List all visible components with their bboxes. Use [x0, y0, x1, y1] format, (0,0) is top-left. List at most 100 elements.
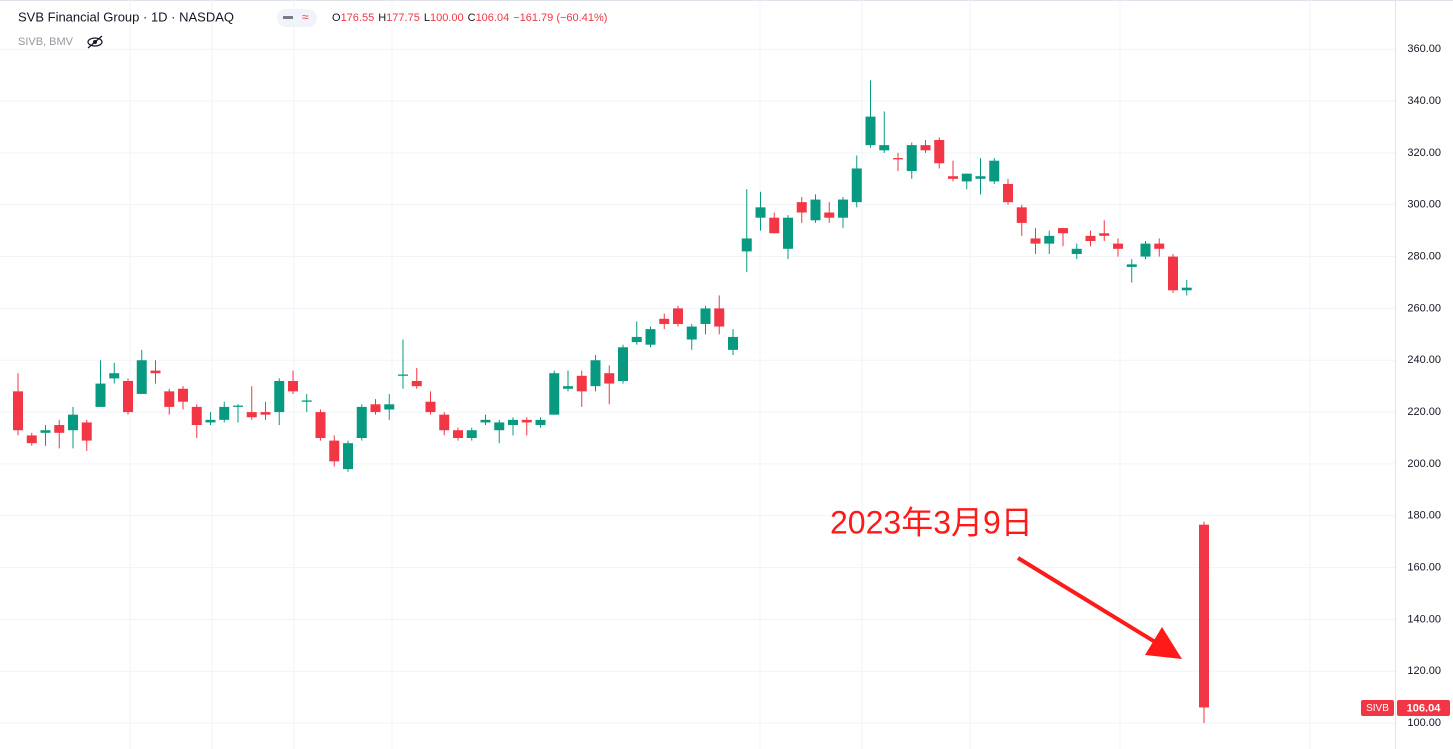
icon: ≈	[302, 10, 309, 24]
candle-body	[838, 199, 848, 218]
y-tick-label: 280.00	[1407, 250, 1441, 262]
candle-body	[95, 383, 106, 407]
candle-body	[741, 238, 752, 252]
candle-body	[961, 173, 972, 182]
candle-body	[755, 207, 766, 218]
candle-body	[714, 308, 725, 327]
hide-icon[interactable]	[87, 35, 103, 49]
candle-body	[906, 145, 917, 172]
candle-body	[150, 370, 161, 374]
candle-body	[246, 412, 257, 418]
candle-body	[68, 414, 78, 431]
candle-body	[1030, 238, 1041, 244]
ohlc-key: L	[424, 12, 430, 24]
candle-body	[1099, 233, 1110, 236]
candle-body	[920, 145, 931, 151]
candle-body	[783, 217, 793, 249]
y-tick-label: 180.00	[1407, 510, 1441, 522]
candle-body	[508, 419, 518, 426]
candle-body	[1085, 235, 1096, 242]
y-tick-label: 200.00	[1407, 458, 1441, 470]
candle-body	[645, 329, 656, 345]
candle-body	[851, 168, 862, 203]
y-tick-label: 100.00	[1407, 717, 1441, 729]
y-tick-label: 240.00	[1407, 354, 1441, 366]
candle-body	[604, 373, 615, 384]
candle-body	[233, 405, 243, 407]
candle-body	[1044, 235, 1055, 244]
indicator-toggle[interactable]	[277, 9, 317, 27]
candle-body	[260, 412, 271, 415]
candle-body	[343, 443, 353, 470]
ohlc-value: 177.75	[386, 12, 420, 24]
subtitle: SIVB, BMV	[18, 36, 74, 48]
candle-body	[425, 401, 436, 413]
candle-body	[934, 139, 945, 164]
candle-body	[769, 217, 780, 234]
y-tick-label: 220.00	[1407, 406, 1441, 418]
candle-body	[824, 212, 835, 218]
tag-price: 106.04	[1407, 702, 1442, 714]
y-tick-label: 140.00	[1407, 613, 1441, 625]
candle-body	[370, 404, 381, 413]
candle-body	[398, 374, 408, 376]
candle-body	[879, 145, 890, 151]
candle-body	[1003, 184, 1013, 203]
candle-body	[549, 373, 560, 415]
title: SVB Financial Group · 1D · NASDAQ	[18, 9, 234, 24]
candle-body	[178, 388, 188, 402]
candle-body	[1113, 243, 1123, 249]
tag-symbol: SIVB	[1366, 703, 1389, 714]
candle-body	[810, 199, 821, 221]
candle-body	[1058, 228, 1068, 234]
candle-body	[411, 380, 422, 387]
candle-body	[1168, 256, 1178, 291]
candle-body	[356, 406, 367, 438]
candle-body	[975, 176, 986, 179]
candle-body	[164, 391, 175, 407]
price-tag: SIVB 106.04	[1361, 700, 1450, 716]
ohlc-value: 176.55	[341, 12, 375, 24]
candle-body	[618, 347, 628, 381]
legend: SVB Financial Group · 1D · NASDAQ ≈ O176…	[18, 9, 607, 49]
annotation: 2023年3月9日	[830, 504, 1033, 540]
candle-body	[288, 380, 298, 392]
candle-body	[466, 430, 477, 438]
candle-body	[123, 380, 133, 413]
candle-body	[1199, 524, 1209, 708]
candle-body	[865, 116, 876, 146]
candle-body	[26, 435, 37, 444]
candle-body	[81, 422, 92, 441]
candle-body	[315, 412, 326, 438]
candle-body	[1140, 243, 1151, 257]
candle-body	[109, 373, 120, 379]
candle-body	[453, 430, 463, 438]
arrow	[1016, 556, 1182, 659]
candle-body	[728, 336, 738, 350]
candle-body	[673, 308, 683, 324]
y-tick-label: 320.00	[1407, 147, 1441, 159]
candle-body	[1071, 248, 1082, 254]
candle-body	[13, 391, 23, 431]
candle-body	[439, 414, 450, 431]
ohlc-key: C	[468, 12, 476, 24]
ohlc-value: 100.00	[430, 12, 464, 24]
candle-body	[54, 425, 65, 433]
candle-body	[796, 202, 807, 213]
candle-body	[494, 422, 505, 431]
candle-body	[700, 308, 711, 324]
plot	[13, 80, 1209, 724]
y-tick-label: 340.00	[1407, 95, 1441, 107]
y-tick-label: 260.00	[1407, 302, 1441, 314]
candle-body	[329, 440, 340, 462]
candle-body	[1126, 264, 1137, 267]
grid	[0, 0, 1395, 749]
candle-body	[191, 406, 202, 426]
y-tick-label: 300.00	[1407, 199, 1441, 211]
ohlc-value: 106.04	[476, 12, 510, 24]
candle-body	[948, 176, 958, 179]
ohlc-values: O176.55 H177.75 L100.00 C106.04 −161.79 (−60…	[332, 12, 607, 24]
y-tick-label: 160.00	[1407, 561, 1441, 573]
icon	[283, 16, 293, 19]
